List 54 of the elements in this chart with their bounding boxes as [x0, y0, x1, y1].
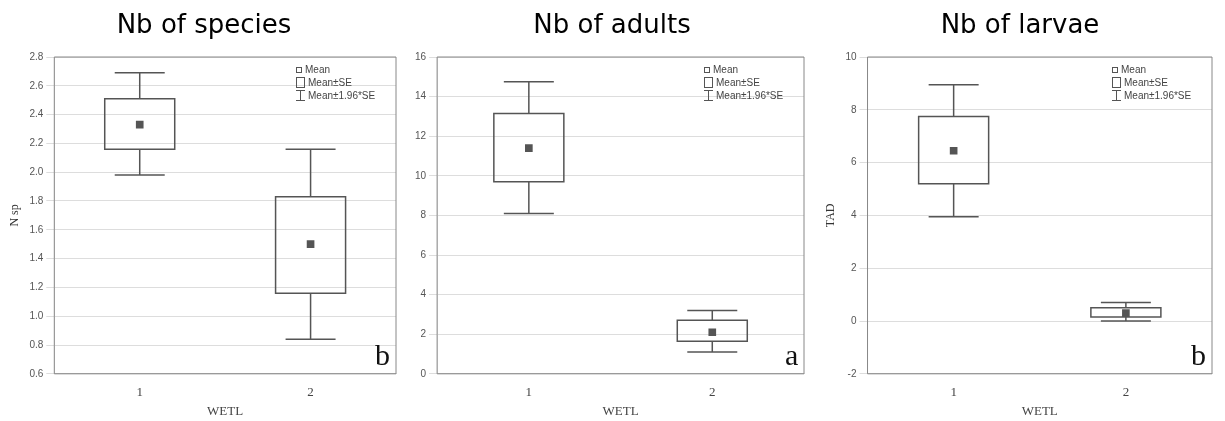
- y-tick-label: 4: [850, 209, 857, 221]
- x-axis-title: WETL: [602, 402, 639, 418]
- y-tick-label: 12: [415, 129, 427, 141]
- y-tick-label: 0.8: [29, 338, 44, 350]
- y-tick-label: 8: [420, 209, 427, 221]
- y-tick-label: 6: [850, 156, 857, 168]
- chart-title: Nb of adults: [532, 8, 692, 41]
- x-tick-label: 1: [525, 384, 533, 400]
- x-tick-label: 2: [709, 384, 716, 400]
- annotation: a: [785, 337, 799, 371]
- annotation: Mean: [305, 63, 331, 76]
- annotation: Mean±SE: [308, 76, 352, 89]
- y-tick-label: 2.0: [29, 165, 44, 177]
- x-tick-label: 2: [307, 384, 314, 400]
- y-tick-label: 2.6: [29, 79, 44, 91]
- y-tick-label: 14: [415, 90, 427, 102]
- y-tick-label: 2: [420, 327, 427, 339]
- y-tick-label: 2: [850, 261, 857, 273]
- y-tick-label: 0.6: [29, 367, 44, 379]
- y-tick-label: 16: [415, 50, 427, 62]
- x-tick-label: 1: [950, 384, 957, 400]
- annotation: Mean±1.96*SE: [308, 89, 376, 102]
- y-axis-title: TAD: [823, 203, 838, 228]
- y-tick-label: 1.4: [29, 252, 44, 264]
- y-tick-label: 2.2: [29, 137, 44, 149]
- annotation: Mean: [1121, 63, 1147, 76]
- y-tick-label: 2.4: [29, 108, 44, 120]
- annotation: Mean±SE: [1124, 76, 1168, 89]
- annotation: Mean±1.96*SE: [1124, 89, 1192, 102]
- x-tick-label: 1: [136, 384, 143, 400]
- x-tick-label: 2: [1122, 384, 1130, 400]
- annotation: b: [375, 337, 390, 371]
- y-tick-label: 10: [845, 50, 857, 62]
- y-tick-label: 1.2: [29, 281, 44, 293]
- annotation: b: [1191, 337, 1206, 371]
- annotation: Mean: [713, 63, 739, 76]
- y-tick-label: 1.0: [29, 309, 44, 321]
- annotation: Mean±1.96*SE: [716, 89, 784, 102]
- x-axis-title: WETL: [207, 402, 244, 418]
- y-tick-label: 4: [420, 288, 427, 300]
- y-tick-label: 0: [420, 367, 427, 379]
- y-axis-title: N sp: [7, 204, 22, 227]
- chart-title: Nb of species: [115, 8, 293, 41]
- y-tick-label: 2.8: [29, 50, 44, 62]
- y-tick-label: 6: [420, 248, 427, 260]
- y-tick-label: 1.6: [29, 223, 44, 235]
- y-tick-label: 0: [850, 314, 857, 326]
- y-tick-label: 10: [415, 169, 427, 181]
- chart-title: Nb of larvae: [939, 8, 1101, 41]
- x-axis-title: WETL: [1021, 402, 1058, 418]
- y-tick-label: 8: [850, 103, 857, 115]
- y-tick-label: 1.8: [29, 194, 44, 206]
- y-tick-label: -2: [847, 367, 857, 379]
- annotation: Mean±SE: [716, 76, 760, 89]
